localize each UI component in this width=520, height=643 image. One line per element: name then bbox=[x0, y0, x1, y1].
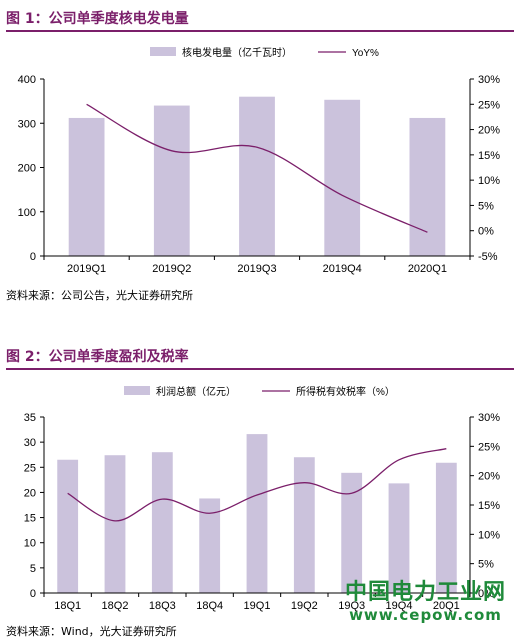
bar-19Q2 bbox=[293, 457, 315, 593]
bar-19Q1 bbox=[246, 434, 268, 593]
x-tick-label: 2019Q3 bbox=[237, 263, 276, 275]
figure-2-title: 图 2：公司单季度盈利及税率 bbox=[6, 349, 189, 365]
bar-18Q2 bbox=[104, 455, 126, 593]
legend-bar-label: 核电发电量（亿千瓦时） bbox=[182, 46, 292, 59]
x-tick-label: 2019Q1 bbox=[67, 263, 106, 275]
figure-2-source: 资料来源：Wind，光大证券研究所 bbox=[6, 625, 177, 638]
right-tick-label: 20% bbox=[478, 471, 500, 483]
x-tick-label: 18Q3 bbox=[149, 600, 176, 612]
legend-bar-label: 利润总额（亿元） bbox=[156, 385, 236, 398]
bar-18Q3 bbox=[151, 452, 173, 593]
x-tick-label: 19Q2 bbox=[291, 600, 318, 612]
right-tick-label: 10% bbox=[478, 529, 500, 541]
x-tick-label: 19Q3 bbox=[338, 600, 365, 612]
x-tick-label: 19Q1 bbox=[244, 600, 271, 612]
left-tick-label: 35 bbox=[24, 412, 36, 424]
bar-2020Q1 bbox=[409, 117, 446, 256]
x-tick-label: 18Q4 bbox=[196, 600, 223, 612]
figure-1-title-rule bbox=[6, 30, 514, 32]
legend-bar-swatch bbox=[150, 47, 176, 56]
right-tick-label: 25% bbox=[478, 441, 500, 453]
bar-2019Q1 bbox=[68, 117, 105, 256]
left-tick-label: 5 bbox=[30, 563, 36, 575]
right-tick-label: 25% bbox=[478, 99, 500, 111]
left-tick-label: 100 bbox=[18, 207, 36, 219]
x-tick-label: 18Q2 bbox=[102, 600, 129, 612]
x-tick-label: 19Q4 bbox=[386, 600, 413, 612]
right-tick-label: 15% bbox=[478, 150, 500, 162]
right-tick-label: -5% bbox=[478, 251, 498, 263]
left-tick-label: 400 bbox=[18, 74, 36, 86]
watermark: 中国电力工业网 www.cepow.com bbox=[345, 574, 506, 624]
x-tick-label: 18Q1 bbox=[54, 600, 81, 612]
right-tick-label: 20% bbox=[478, 125, 500, 137]
figure-1-source: 资料来源：公司公告，光大证券研究所 bbox=[6, 289, 193, 302]
bar-19Q4 bbox=[388, 483, 410, 593]
bar-18Q1 bbox=[57, 459, 79, 593]
left-tick-label: 300 bbox=[18, 118, 36, 130]
x-tick-label: 2019Q4 bbox=[323, 263, 362, 275]
watermark-url: www.cepow.com bbox=[349, 606, 502, 624]
x-tick-label: 20Q1 bbox=[433, 600, 460, 612]
left-tick-label: 0 bbox=[30, 251, 36, 263]
left-tick-label: 200 bbox=[18, 163, 36, 175]
bar-2019Q4 bbox=[324, 99, 361, 256]
chart-1: 核电发电量（亿千瓦时） YoY% 0 100 200 300 400 -5% 0% 5% 10% 15… bbox=[18, 46, 501, 275]
left-tick-label: 10 bbox=[24, 538, 36, 550]
right-tick-label: 0% bbox=[478, 588, 494, 600]
right-tick-label: 10% bbox=[478, 175, 500, 187]
left-tick-label: 0 bbox=[30, 588, 36, 600]
bar-20Q1 bbox=[435, 462, 457, 593]
x-tick-label: 2019Q2 bbox=[152, 263, 191, 275]
legend-line-label: 所得税有效税率（%） bbox=[296, 385, 395, 398]
left-tick-label: 25 bbox=[24, 462, 36, 474]
right-tick-label: 0% bbox=[478, 226, 494, 238]
figure-1-title: 图 1：公司单季度核电发电量 bbox=[6, 11, 189, 27]
legend: 利润总额（亿元） 所得税有效税率（%） bbox=[124, 385, 395, 398]
right-tick-label: 30% bbox=[478, 74, 500, 86]
right-tick-label: 30% bbox=[478, 412, 500, 424]
left-tick-label: 30 bbox=[24, 437, 36, 449]
bar-18Q4 bbox=[199, 498, 221, 593]
figure-2-title-rule bbox=[6, 368, 514, 370]
chart-2: 利润总额（亿元） 所得税有效税率（%） 0 5 10 15 20 25 30 35 0% 5% 10% 1… bbox=[24, 385, 500, 612]
legend-line-label: YoY% bbox=[352, 48, 379, 59]
watermark-title: 中国电力工业网 bbox=[344, 580, 506, 605]
right-tick-label: 15% bbox=[478, 500, 500, 512]
bar-2019Q2 bbox=[153, 105, 190, 256]
legend: 核电发电量（亿千瓦时） YoY% bbox=[150, 46, 379, 59]
bar-2019Q3 bbox=[239, 96, 275, 256]
legend-bar-swatch bbox=[124, 386, 150, 395]
right-tick-label: 5% bbox=[478, 200, 494, 212]
bar-19Q3 bbox=[341, 472, 363, 593]
right-tick-label: 5% bbox=[478, 559, 494, 571]
left-tick-label: 20 bbox=[24, 487, 36, 499]
x-tick-label: 2020Q1 bbox=[408, 263, 447, 275]
left-tick-label: 15 bbox=[24, 513, 36, 525]
